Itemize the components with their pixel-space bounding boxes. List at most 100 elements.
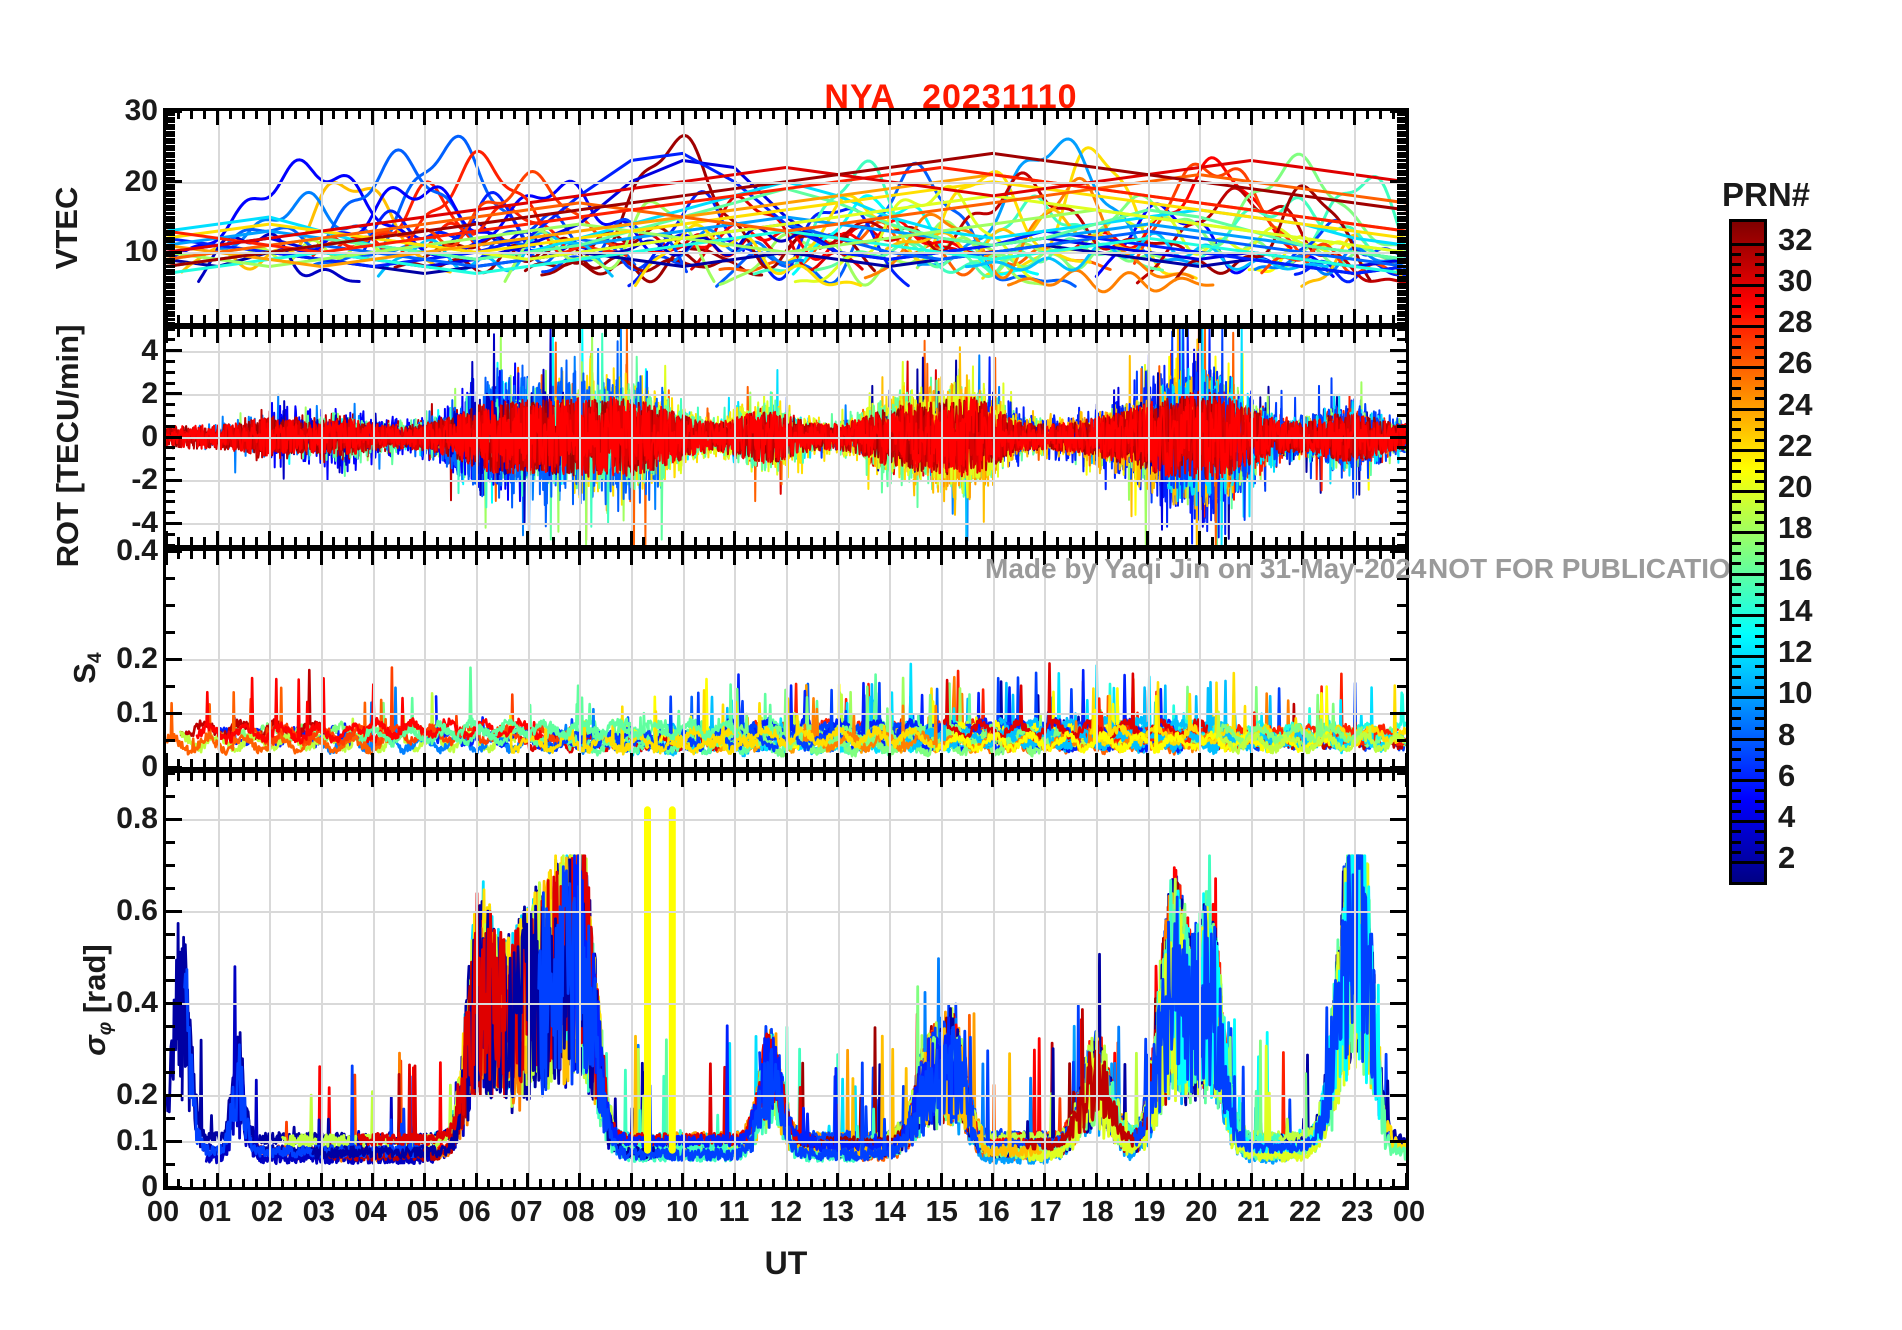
axis-tick: [823, 759, 827, 767]
rot-ytick-labels: -4 -2 0 2 4: [40, 326, 158, 548]
gridline-vertical: [786, 111, 788, 323]
axis-tick: [1004, 315, 1008, 323]
gridline-vertical: [372, 773, 375, 1187]
axis-tick: [836, 111, 840, 125]
y-tick-label: 0.1: [116, 696, 158, 729]
axis-tick: [319, 309, 323, 323]
axis-tick: [823, 773, 827, 781]
colorbar-tick: [1755, 686, 1764, 690]
colorbar-tick: [1732, 325, 1748, 329]
gridline-horizontal: [166, 713, 1406, 715]
x-tick-label: 17: [1029, 1196, 1062, 1228]
axis-tick: [913, 111, 917, 119]
axis-tick: [1029, 111, 1033, 119]
axis-tick: [1352, 329, 1356, 343]
colorbar-tick-label: 26: [1778, 345, 1813, 381]
colorbar-tick: [1732, 799, 1741, 803]
axis-tick: [952, 329, 956, 337]
colorbar-prn[interactable]: [1729, 219, 1767, 885]
axis-tick: [952, 1179, 956, 1187]
colorbar-title: PRN#: [1722, 176, 1811, 213]
axis-tick: [166, 1139, 182, 1143]
axis-tick: [1397, 1116, 1406, 1120]
x-tick-label: 18: [1081, 1196, 1114, 1228]
axis-tick: [358, 315, 362, 323]
colorbar-tick: [1732, 644, 1741, 648]
axis-tick: [1081, 111, 1085, 119]
axis-tick: [1404, 551, 1406, 565]
axis-tick: [732, 309, 736, 323]
axis-tick: [655, 329, 659, 337]
axis-tick: [358, 551, 362, 559]
axis-tick: [745, 329, 749, 337]
axis-tick: [229, 315, 233, 323]
axis-tick: [823, 551, 827, 559]
colorbar-tick: [1732, 541, 1741, 545]
axis-tick: [1094, 531, 1098, 545]
colorbar-tick: [1732, 562, 1741, 566]
axis-tick: [487, 537, 491, 545]
axis-tick: [397, 111, 400, 119]
axis-tick: [629, 111, 633, 125]
axis-tick: [681, 551, 685, 565]
axis-tick: [166, 765, 182, 767]
axis-tick: [166, 155, 175, 159]
axis-tick: [668, 111, 672, 119]
axis-tick: [552, 537, 555, 545]
axis-tick: [216, 551, 220, 565]
axis-tick: [1249, 531, 1253, 545]
axis-tick: [707, 1179, 710, 1187]
axis-tick: [1094, 309, 1098, 323]
colorbar-tick: [1755, 593, 1764, 597]
x-tick-label: 06: [458, 1196, 491, 1228]
axis-tick: [1397, 113, 1406, 117]
axis-tick: [166, 127, 175, 131]
gridline-vertical: [631, 773, 633, 1187]
axis-tick: [293, 1179, 297, 1187]
axis-tick: [1397, 773, 1406, 775]
gridline-horizontal: [166, 1141, 1406, 1143]
axis-tick: [474, 773, 478, 787]
axis-tick: [371, 309, 375, 323]
axis-tick: [177, 1179, 181, 1187]
axis-tick: [1004, 551, 1008, 559]
axis-tick: [166, 657, 182, 661]
axis-tick: [1004, 1179, 1008, 1187]
axis-tick: [1172, 1179, 1175, 1187]
axis-tick: [913, 1179, 917, 1187]
gridline-horizontal: [166, 181, 1406, 184]
axis-tick: [1042, 1173, 1046, 1187]
axis-tick: [474, 1173, 478, 1187]
axis-tick: [823, 1179, 827, 1187]
axis-tick: [166, 684, 175, 688]
axis-tick: [1068, 551, 1072, 559]
axis-tick: [616, 537, 620, 545]
axis-tick: [1197, 551, 1201, 565]
axis-tick: [474, 329, 478, 343]
colorbar-tick: [1755, 459, 1764, 463]
axis-tick: [319, 551, 323, 565]
axis-tick: [719, 551, 723, 559]
axis-tick: [978, 329, 982, 337]
colorbar-tick: [1748, 613, 1764, 617]
axis-tick: [991, 309, 995, 323]
axis-tick: [1017, 315, 1020, 323]
axis-tick: [1397, 162, 1406, 166]
axis-tick: [1275, 315, 1279, 323]
axis-tick: [849, 551, 853, 559]
colorbar-tick: [1755, 479, 1764, 483]
axis-tick: [1210, 759, 1214, 767]
gridline-horizontal: [166, 523, 1406, 526]
axis-tick: [1262, 537, 1266, 545]
axis-tick: [166, 955, 175, 959]
axis-tick: [862, 551, 865, 559]
axis-tick: [1055, 329, 1059, 337]
colorbar-tick: [1732, 665, 1741, 669]
axis-tick: [1184, 1179, 1188, 1187]
axis-tick: [939, 551, 943, 565]
axis-tick: [474, 551, 478, 565]
axis-tick: [1397, 215, 1406, 219]
axis-tick: [836, 551, 840, 565]
axis-tick: [539, 759, 543, 767]
axis-tick: [603, 329, 607, 337]
